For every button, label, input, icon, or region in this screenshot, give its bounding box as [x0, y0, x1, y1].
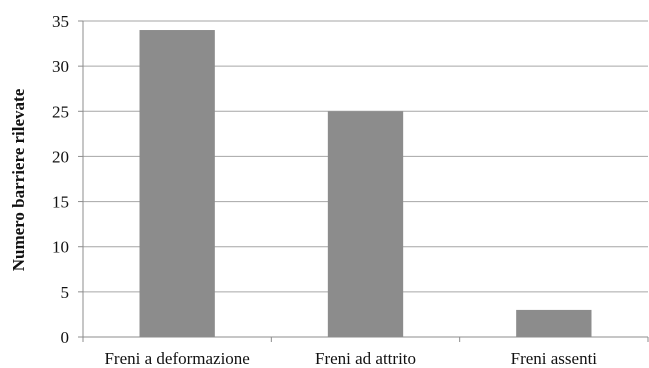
y-tick-label: 20 — [52, 147, 69, 166]
y-tick-label: 30 — [52, 57, 69, 76]
bar-1 — [139, 30, 215, 338]
y-tick-label: 25 — [52, 102, 69, 121]
y-tick-label: 15 — [52, 193, 69, 212]
x-category-label: Freni a deformazione — [104, 349, 249, 368]
bar-2 — [327, 111, 404, 338]
bars-layer — [139, 30, 592, 338]
x-category-label: Freni assenti — [511, 349, 598, 368]
x-category-label: Freni ad attrito — [315, 349, 416, 368]
y-axis-title: Numero barriere rilevate — [9, 88, 28, 271]
y-tick-label: 10 — [52, 238, 69, 257]
y-tick-label: 0 — [61, 328, 70, 347]
bar-3 — [516, 309, 592, 337]
y-tick-label: 5 — [61, 283, 70, 302]
labels-layer: 0 5 10 15 20 25 30 35 Freni a deformazione Freni … — [52, 12, 597, 368]
axes-layer — [78, 20, 649, 342]
y-tick-label: 35 — [52, 12, 69, 31]
